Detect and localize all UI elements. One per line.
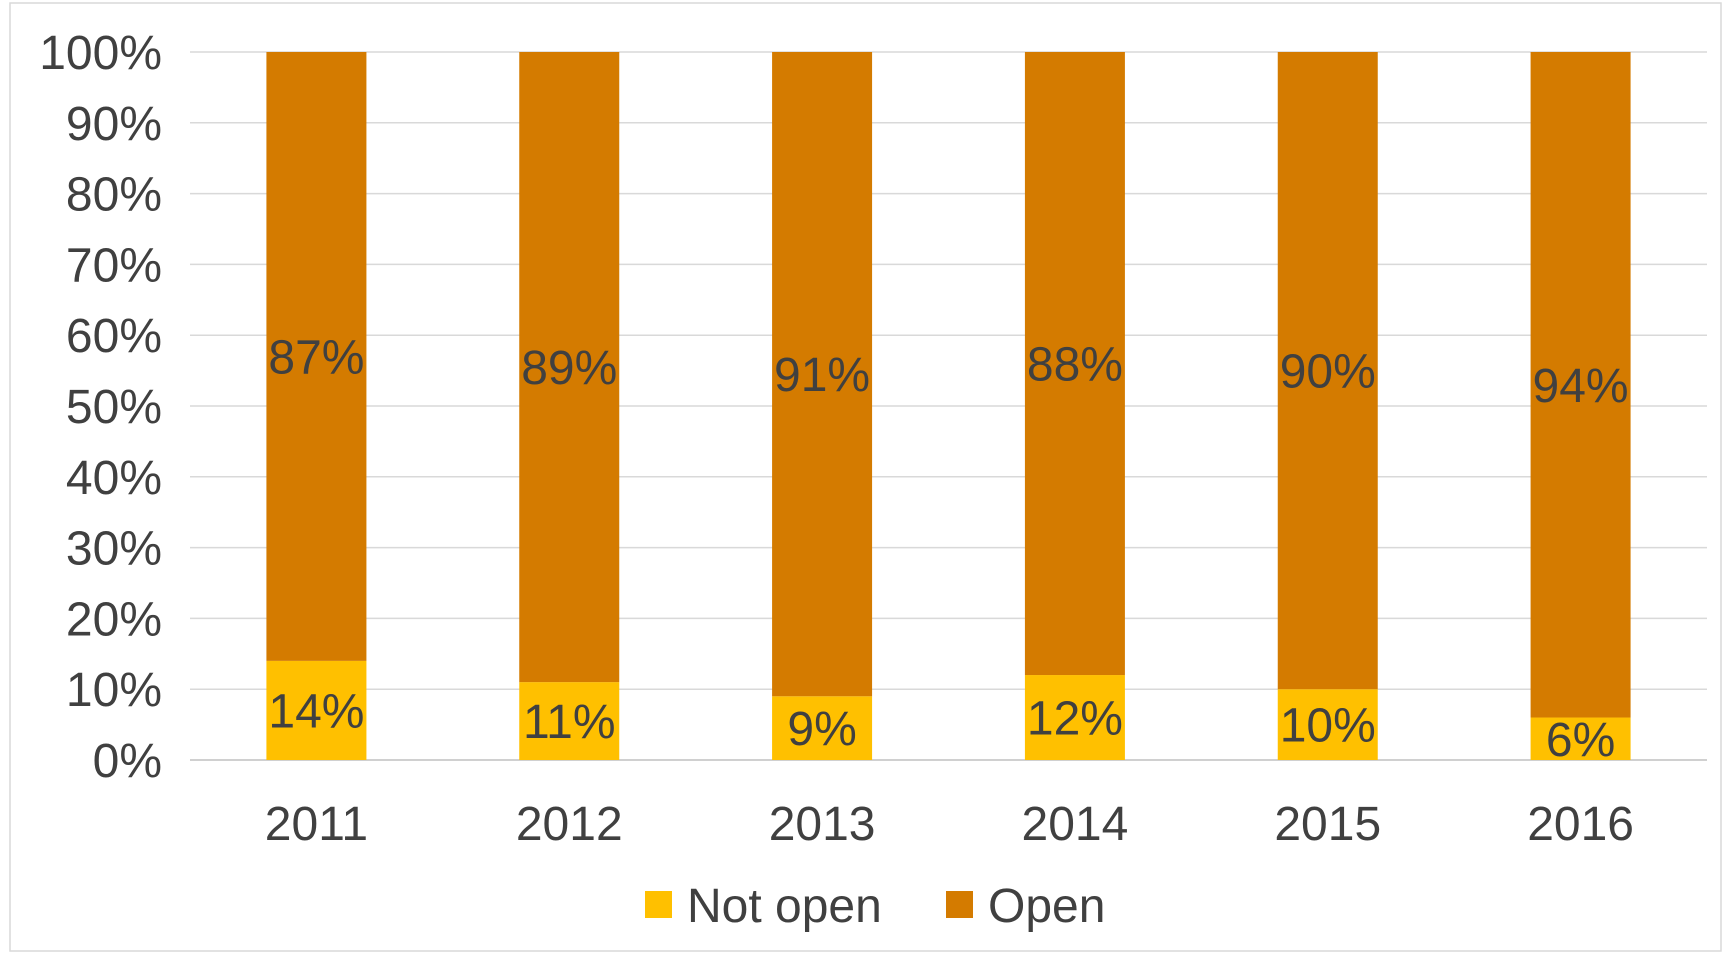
bars xyxy=(266,52,1631,760)
y-tick-label: 50% xyxy=(66,381,162,434)
data-labels: 14% 87% 11% 89% 9% 91% 12% 88% 10% 90% 6% 94% xyxy=(268,331,1628,766)
bar-not-open-2015 xyxy=(1277,689,1378,760)
bar-not-open-2013 xyxy=(772,696,873,760)
y-tick-label: 60% xyxy=(66,310,162,363)
gridlines xyxy=(190,51,1707,761)
data-label-not-open-2012: 11% xyxy=(523,696,616,749)
bar-open-2016 xyxy=(1530,52,1631,718)
y-tick-label: 70% xyxy=(66,239,162,292)
legend-swatch-open xyxy=(946,891,973,918)
data-label-not-open-2016: 6% xyxy=(1546,714,1615,767)
legend-swatch-not-open xyxy=(645,891,672,918)
y-tick-label: 100% xyxy=(39,27,162,80)
bar-open-2015 xyxy=(1277,52,1378,690)
bar-open-2013 xyxy=(772,52,873,697)
y-tick-label: 0% xyxy=(93,735,162,788)
data-label-not-open-2013: 9% xyxy=(787,703,856,756)
data-label-not-open-2014: 12% xyxy=(1027,693,1123,746)
data-label-open-2016: 94% xyxy=(1533,360,1629,413)
x-axis-tick-labels: 2011 2012 2013 2014 2015 2016 xyxy=(265,798,1634,851)
legend-label-not-open: Not open xyxy=(687,880,882,933)
data-label-not-open-2015: 10% xyxy=(1280,700,1376,753)
x-tick-label-2015: 2015 xyxy=(1274,798,1381,851)
data-label-open-2012: 89% xyxy=(521,342,617,395)
x-tick-label-2013: 2013 xyxy=(769,798,876,851)
bar-not-open-2011 xyxy=(266,660,367,760)
y-tick-label: 80% xyxy=(66,169,162,222)
legend: Not open Open xyxy=(645,880,1105,933)
data-label-open-2015: 90% xyxy=(1280,346,1376,399)
data-label-open-2013: 91% xyxy=(774,349,870,402)
x-tick-label-2016: 2016 xyxy=(1527,798,1634,851)
bar-not-open-2014 xyxy=(1024,675,1125,760)
data-label-not-open-2011: 14% xyxy=(268,685,364,738)
bar-not-open-2016 xyxy=(1530,717,1631,760)
x-tick-label-2012: 2012 xyxy=(516,798,623,851)
y-tick-label: 10% xyxy=(66,664,162,717)
y-tick-label: 20% xyxy=(66,593,162,646)
bar-not-open-2012 xyxy=(519,682,620,760)
data-label-open-2014: 88% xyxy=(1027,339,1123,392)
bar-open-2011 xyxy=(266,52,367,661)
y-tick-label: 40% xyxy=(66,452,162,505)
data-label-open-2011: 87% xyxy=(268,331,364,384)
y-axis-tick-labels: 0% 10% 20% 30% 40% 50% 60% 70% 80% 90% 100% xyxy=(39,27,162,788)
y-tick-label: 90% xyxy=(66,98,162,151)
x-tick-label-2014: 2014 xyxy=(1022,798,1129,851)
x-tick-label-2011: 2011 xyxy=(265,798,368,851)
y-tick-label: 30% xyxy=(66,523,162,576)
bar-open-2012 xyxy=(519,52,620,683)
bar-open-2014 xyxy=(1024,52,1125,676)
legend-label-open: Open xyxy=(988,880,1105,933)
